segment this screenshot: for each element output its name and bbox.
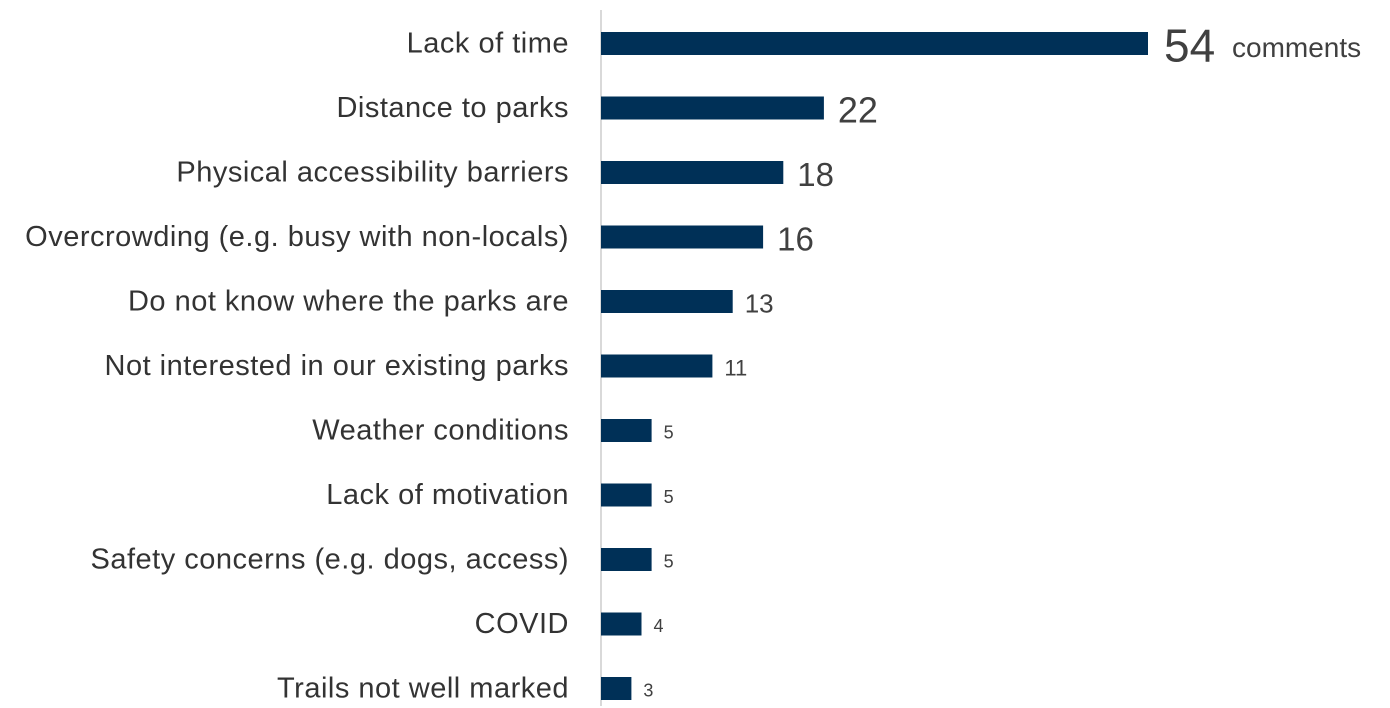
value-label-2: 18 xyxy=(797,156,834,193)
category-label-group: Lack of time Distance to parks Physical ac… xyxy=(25,28,570,705)
bar-10 xyxy=(601,677,632,700)
value-label-4: 13 xyxy=(745,289,774,319)
value-label-3: 16 xyxy=(777,221,814,258)
bar-5 xyxy=(601,354,713,378)
category-label-8: Safety concerns (e.g. dogs, access) xyxy=(91,544,570,576)
bar-group xyxy=(601,32,1148,700)
value-label-0: 54 xyxy=(1164,20,1215,72)
category-label-7: Lack of motivation xyxy=(326,479,569,511)
category-label-9: COVID xyxy=(475,608,569,640)
bar-9 xyxy=(601,612,642,636)
value-label-6: 5 xyxy=(664,423,674,443)
value-unit-label: comments xyxy=(1232,32,1361,63)
value-label-7: 5 xyxy=(664,487,674,507)
bar-3 xyxy=(601,225,764,249)
bar-1 xyxy=(601,96,824,120)
bar-7 xyxy=(601,483,652,507)
bar-2 xyxy=(601,161,784,184)
bar-0 xyxy=(601,32,1148,55)
value-label-1: 22 xyxy=(838,90,878,131)
category-label-4: Do not know where the parks are xyxy=(128,286,569,318)
category-label-5: Not interested in our existing parks xyxy=(105,350,570,382)
value-label-5: 11 xyxy=(724,356,747,381)
category-label-2: Physical accessibility barriers xyxy=(176,157,569,189)
bar-8 xyxy=(601,548,652,571)
category-label-6: Weather conditions xyxy=(312,415,569,447)
bar-4 xyxy=(601,290,733,313)
value-label-10: 3 xyxy=(643,681,653,701)
category-label-10: Trails not well marked xyxy=(277,673,569,705)
value-label-9: 4 xyxy=(654,616,664,636)
category-label-3: Overcrowding (e.g. busy with non-locals) xyxy=(25,221,569,253)
bar-6 xyxy=(601,419,652,442)
category-label-1: Distance to parks xyxy=(336,92,569,124)
value-label-8: 5 xyxy=(664,552,674,572)
category-label-0: Lack of time xyxy=(407,28,569,60)
